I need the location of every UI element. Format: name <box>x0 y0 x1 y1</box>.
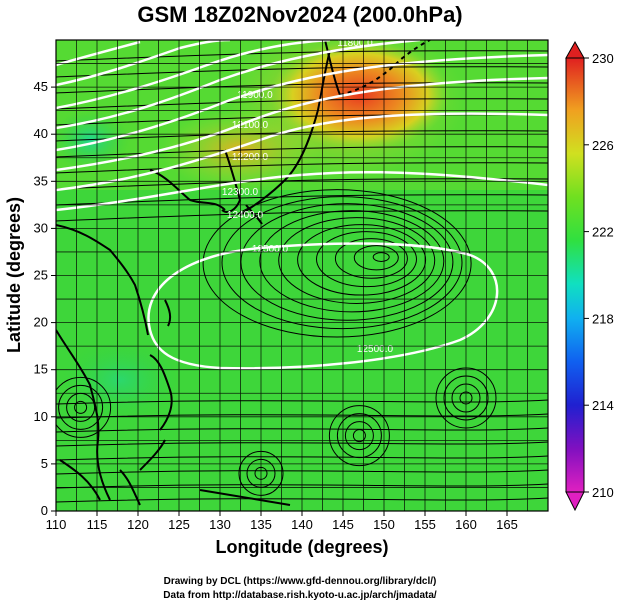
contour-label: 12400.0 <box>227 210 264 221</box>
streamline-vortex <box>74 400 88 414</box>
colorbar: 210 214 218 222 226 230 <box>565 40 614 512</box>
x-tick-label: 145 <box>332 517 354 532</box>
streamline <box>56 483 548 489</box>
contour-label: 12500.0 <box>252 244 289 255</box>
y-tick-label: 30 <box>34 220 48 235</box>
x-tick-label: 115 <box>87 517 108 532</box>
cool-region-south <box>60 340 180 420</box>
colorbar-tick-label: 222 <box>592 225 614 240</box>
streamline <box>56 413 548 419</box>
streamline <box>56 130 548 142</box>
x-tick-label: 110 <box>46 517 67 532</box>
contour-label: 12500.0 <box>357 344 394 355</box>
y-tick-label: 0 <box>41 503 48 518</box>
streamline-anticyclone <box>353 245 399 271</box>
y-tick-label: 25 <box>34 268 48 283</box>
x-tick-label: 160 <box>455 517 477 532</box>
y-tick-label: 35 <box>34 173 48 188</box>
lat-lon-grid <box>56 40 548 511</box>
colorbar-tick-label: 218 <box>592 311 614 326</box>
x-tick-label: 135 <box>250 517 272 532</box>
credit-drawing: Drawing by DCL (https://www.gfd-dennou.o… <box>164 576 437 587</box>
streamline <box>56 146 548 158</box>
x-tick-label: 130 <box>209 517 231 532</box>
coastline-philippines <box>139 354 173 471</box>
streamline <box>56 399 548 405</box>
contour-line <box>56 53 548 152</box>
streamline-anticyclone <box>316 231 417 288</box>
y-axis-label: Latitude (degrees) <box>4 197 24 353</box>
streamline <box>56 469 548 475</box>
streamline-vortex <box>328 405 390 467</box>
credit-data: Data from http://database.rish.kyoto-u.a… <box>163 590 437 601</box>
streamline <box>56 455 548 461</box>
x-tick-label: 155 <box>414 517 436 532</box>
x-tick-label: 165 <box>496 517 518 532</box>
colorbar-top-arrow <box>565 40 585 59</box>
streamline-anticyclone <box>372 252 390 262</box>
colorbar-bottom-arrow <box>565 491 585 512</box>
coastline-kuril <box>339 40 431 96</box>
contour-line <box>56 40 331 110</box>
coastline-taiwan <box>164 299 172 327</box>
y-tick-label: 20 <box>34 315 48 330</box>
streamline-anticyclone <box>278 217 436 304</box>
x-tick-label: 140 <box>291 517 313 532</box>
y-tick-label: 10 <box>34 409 48 424</box>
x-tick-label: 125 <box>168 517 190 532</box>
y-tick-label: 45 <box>34 79 48 94</box>
streamline-vortex <box>344 421 374 451</box>
streamline-vortex <box>58 384 104 430</box>
streamline <box>56 98 548 110</box>
coastline-sakhalin <box>324 40 341 96</box>
streamline-anticyclone <box>334 238 408 279</box>
colorbar-tick-label: 214 <box>592 398 614 413</box>
colorbar-tick-label: 226 <box>592 138 614 153</box>
colorbar-tick-label: 230 <box>592 51 614 66</box>
y-axis-ticks: 0 5 10 15 20 25 30 35 40 45 <box>34 79 56 518</box>
contour-line <box>56 40 231 87</box>
y-tick-label: 5 <box>41 456 48 471</box>
coastline-newguinea <box>199 489 291 506</box>
coastline-asia <box>56 224 149 336</box>
coastline-indochina <box>56 329 111 501</box>
contour-label: 11900.0 <box>237 90 273 101</box>
x-axis-label: Longitude (degrees) <box>215 537 388 557</box>
colorbar-bar <box>565 57 585 493</box>
colorbar-tick-label: 210 <box>592 485 614 500</box>
streamline <box>56 162 548 174</box>
chart-title: GSM 18Z02Nov2024 (200.0hPa) <box>137 2 462 27</box>
colorbar-ticks: 210 214 218 222 226 230 <box>584 51 614 500</box>
contour-line <box>56 112 548 192</box>
contour-line <box>56 40 141 67</box>
y-tick-label: 15 <box>34 362 48 377</box>
streamline-vortex <box>56 376 112 438</box>
coastline-japan <box>239 49 331 216</box>
contour-label: 11800.0 <box>337 38 373 49</box>
streamline <box>56 497 548 503</box>
streamline-anticyclone <box>297 224 427 296</box>
y-tick-label: 40 <box>34 126 48 141</box>
streamline-anticyclone <box>221 196 463 330</box>
streamline <box>56 441 548 447</box>
x-tick-label: 120 <box>127 517 149 532</box>
streamline <box>56 427 548 433</box>
streamline <box>56 210 548 222</box>
x-tick-label: 150 <box>373 517 395 532</box>
contour-label: 12100.0 <box>232 120 269 131</box>
streamline-anticyclone <box>259 210 445 313</box>
map-plot-area: 12500.012500.012400.012300.012200.012100… <box>56 38 548 511</box>
contour-line <box>56 170 548 212</box>
x-axis-ticks: 110 115 120 125 130 135 140 145 150 155 160 165 <box>46 511 518 532</box>
streamline-anticyclone <box>202 189 472 338</box>
